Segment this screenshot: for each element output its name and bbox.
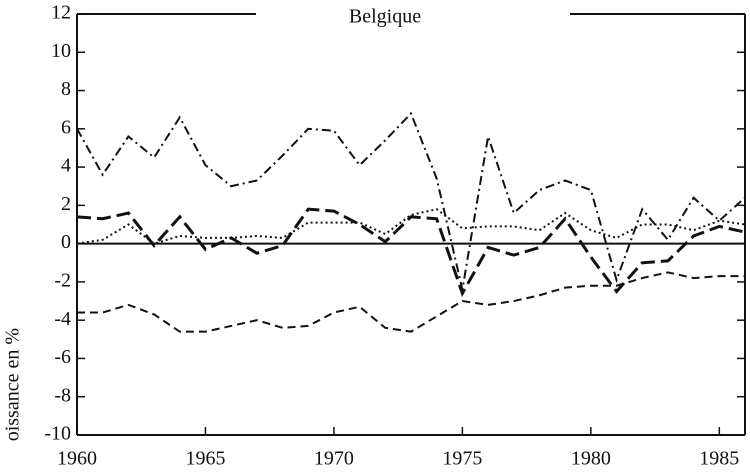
y-tick-label: 0: [61, 231, 71, 253]
y-tick-label: 10: [51, 40, 71, 62]
line-series: [76, 111, 746, 290]
y-axis-label: oissance en %: [2, 328, 24, 441]
x-tick-label: 1970: [314, 448, 354, 470]
y-tick-label: 12: [51, 2, 71, 24]
y-tick-label: -2: [54, 270, 71, 292]
x-tick-label: 1960: [57, 448, 97, 470]
y-tick-label: 4: [61, 155, 71, 177]
line-series: [76, 207, 746, 298]
y-tick-label: 6: [61, 116, 71, 138]
chart-title: Belgique: [349, 6, 421, 28]
x-tick-label: 1965: [185, 448, 225, 470]
y-tick-label: -6: [54, 346, 71, 368]
x-tick-label: 1980: [571, 448, 611, 470]
line-series: [77, 271, 745, 333]
x-tick-label: 1975: [442, 448, 482, 470]
y-tick-label: -10: [44, 423, 71, 445]
y-tick-label: -4: [54, 308, 71, 330]
y-tick-label: 2: [61, 193, 71, 215]
y-tick-label: 8: [61, 78, 71, 100]
x-tick-label: 1985: [699, 448, 739, 470]
y-tick-label: -8: [54, 384, 71, 406]
line-series: [76, 208, 746, 245]
